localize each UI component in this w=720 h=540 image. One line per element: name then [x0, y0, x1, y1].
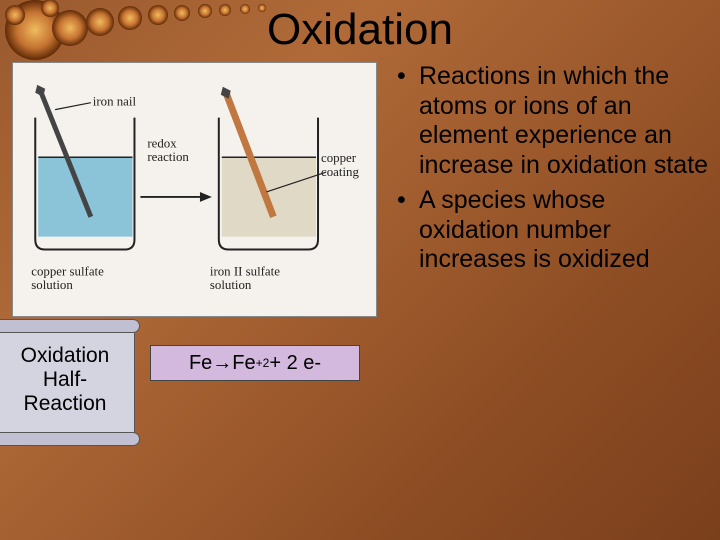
scroll-line3: Reaction [0, 392, 134, 416]
label-copper-sulfate: copper sulfate solution [31, 264, 107, 292]
label-iron-nail: iron nail [93, 95, 137, 109]
eq-product: Fe [232, 352, 255, 375]
label-iron-sulfate: iron II sulfate solution [210, 264, 283, 292]
scroll-line1: Oxidation [0, 344, 134, 368]
redox-diagram: iron nail redox reaction copper sulfate … [12, 62, 377, 317]
bullet-2: A species whose oxidation number increas… [395, 186, 710, 275]
label-copper-coating: copper coating [321, 151, 359, 179]
eq-arrow: → [212, 352, 232, 375]
eq-super: +2 [256, 356, 270, 370]
eq-reactant: Fe [189, 352, 212, 375]
bullet-1: Reactions in which the atoms or ions of … [395, 62, 710, 180]
scroll-line2: Half- [0, 368, 134, 392]
slide-title: Oxidation [0, 5, 720, 55]
bullet-list: Reactions in which the atoms or ions of … [395, 62, 710, 281]
eq-tail: + 2 e- [269, 352, 321, 375]
oxidation-equation: Fe → Fe+2 + 2 e- [150, 345, 360, 381]
half-reaction-scroll: Oxidation Half- Reaction [0, 325, 135, 440]
label-redox: redox reaction [147, 136, 189, 164]
arrow-icon [200, 192, 212, 202]
